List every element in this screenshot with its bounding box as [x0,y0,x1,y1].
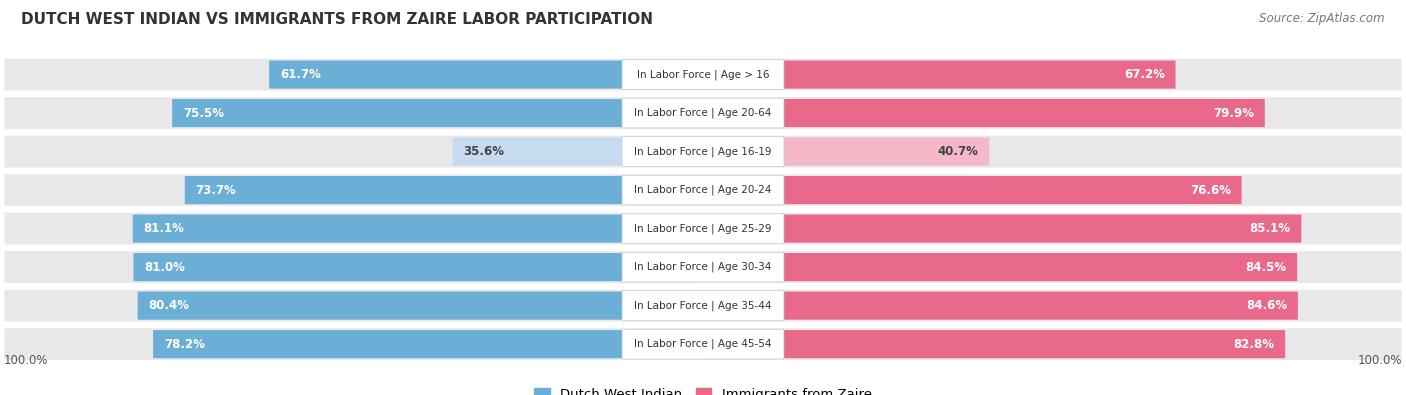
Text: DUTCH WEST INDIAN VS IMMIGRANTS FROM ZAIRE LABOR PARTICIPATION: DUTCH WEST INDIAN VS IMMIGRANTS FROM ZAI… [21,12,654,27]
Text: 81.1%: 81.1% [143,222,184,235]
FancyBboxPatch shape [269,60,703,88]
Text: 61.7%: 61.7% [280,68,321,81]
Text: 100.0%: 100.0% [3,354,48,367]
Text: 82.8%: 82.8% [1233,338,1275,351]
Text: 73.7%: 73.7% [195,184,236,197]
FancyBboxPatch shape [3,173,1403,207]
FancyBboxPatch shape [621,98,785,128]
FancyBboxPatch shape [703,137,990,166]
FancyBboxPatch shape [621,291,785,320]
Text: 40.7%: 40.7% [938,145,979,158]
Text: In Labor Force | Age 20-64: In Labor Force | Age 20-64 [634,108,772,118]
Text: 78.2%: 78.2% [163,338,205,351]
FancyBboxPatch shape [3,250,1403,284]
FancyBboxPatch shape [3,327,1403,361]
FancyBboxPatch shape [3,289,1403,323]
FancyBboxPatch shape [703,292,1298,320]
Text: 81.0%: 81.0% [145,261,186,274]
FancyBboxPatch shape [138,292,703,320]
Text: In Labor Force | Age 30-34: In Labor Force | Age 30-34 [634,262,772,273]
FancyBboxPatch shape [3,135,1403,169]
FancyBboxPatch shape [3,212,1403,246]
FancyBboxPatch shape [453,137,703,166]
FancyBboxPatch shape [703,99,1265,127]
FancyBboxPatch shape [132,214,703,243]
FancyBboxPatch shape [621,60,785,89]
FancyBboxPatch shape [621,214,785,243]
Text: In Labor Force | Age 35-44: In Labor Force | Age 35-44 [634,300,772,311]
FancyBboxPatch shape [703,176,1241,204]
Text: In Labor Force | Age 25-29: In Labor Force | Age 25-29 [634,223,772,234]
Text: 100.0%: 100.0% [1358,354,1403,367]
Text: Source: ZipAtlas.com: Source: ZipAtlas.com [1260,12,1385,25]
Text: In Labor Force | Age 16-19: In Labor Force | Age 16-19 [634,146,772,157]
Text: 84.5%: 84.5% [1246,261,1286,274]
Text: 80.4%: 80.4% [148,299,190,312]
Text: 67.2%: 67.2% [1123,68,1164,81]
FancyBboxPatch shape [153,330,703,358]
FancyBboxPatch shape [621,137,785,166]
Text: In Labor Force | Age 20-24: In Labor Force | Age 20-24 [634,185,772,196]
Text: 84.6%: 84.6% [1246,299,1288,312]
FancyBboxPatch shape [3,96,1403,130]
FancyBboxPatch shape [172,99,703,127]
Text: 79.9%: 79.9% [1213,107,1254,120]
FancyBboxPatch shape [621,175,785,205]
Text: 85.1%: 85.1% [1250,222,1291,235]
FancyBboxPatch shape [184,176,703,204]
FancyBboxPatch shape [3,58,1403,92]
FancyBboxPatch shape [703,60,1175,88]
Legend: Dutch West Indian, Immigrants from Zaire: Dutch West Indian, Immigrants from Zaire [529,382,877,395]
Text: 76.6%: 76.6% [1189,184,1232,197]
FancyBboxPatch shape [703,253,1298,281]
FancyBboxPatch shape [621,329,785,359]
FancyBboxPatch shape [134,253,703,281]
Text: 35.6%: 35.6% [464,145,505,158]
FancyBboxPatch shape [703,214,1302,243]
FancyBboxPatch shape [703,330,1285,358]
FancyBboxPatch shape [621,252,785,282]
Text: In Labor Force | Age > 16: In Labor Force | Age > 16 [637,69,769,80]
Text: 75.5%: 75.5% [183,107,224,120]
Text: In Labor Force | Age 45-54: In Labor Force | Age 45-54 [634,339,772,350]
